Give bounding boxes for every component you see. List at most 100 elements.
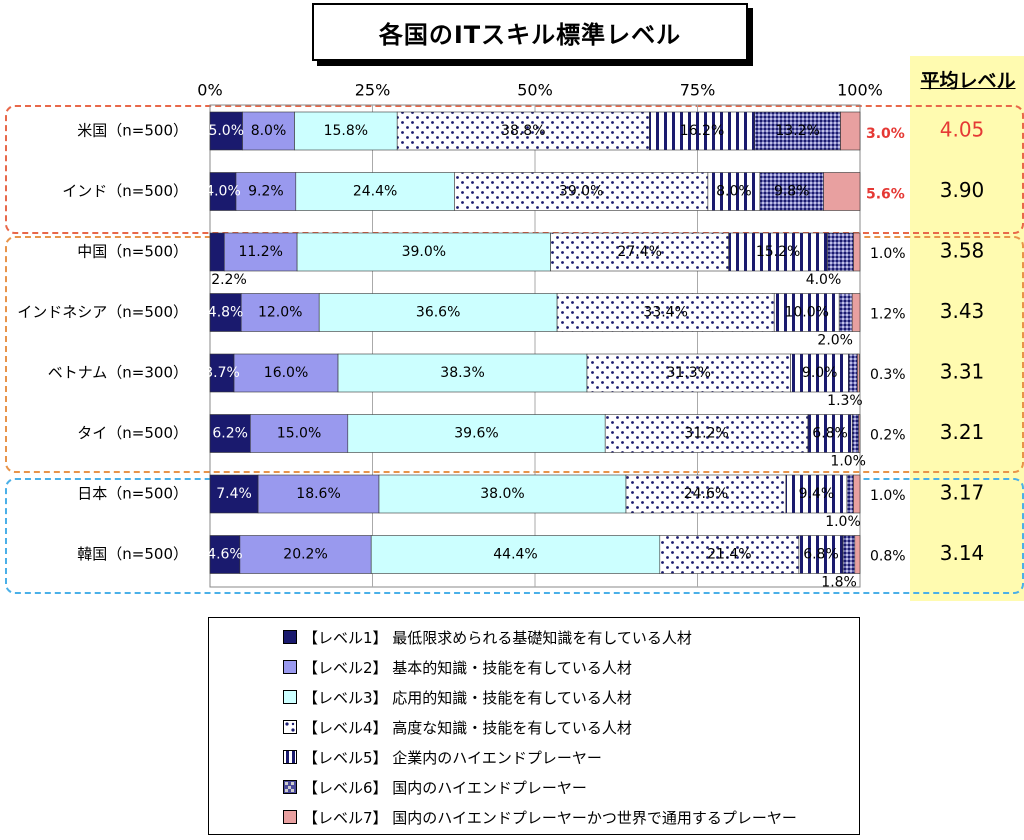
legend-item-l5: 【レベル5】 企業内のハイエンドプレーヤー <box>283 746 602 768</box>
legend-label: 【レベル2】 基本的知識・技能を有している人材 <box>303 658 632 677</box>
data-label: 12.0% <box>258 305 302 321</box>
data-label: 1.3% <box>827 393 863 409</box>
data-label: 3.7% <box>204 365 240 381</box>
bar-segment-level1 <box>209 111 243 151</box>
bar-segment-level3 <box>318 293 558 332</box>
data-label: 6.2% <box>212 426 248 442</box>
bar-segment-level1 <box>209 535 241 574</box>
data-label: 1.0% <box>830 454 866 470</box>
stacked-bar-chart: 0% 25% 50% 75% 100% 米国（n=500） 5.0% 8.0% 15.8% 38.… <box>17 81 985 591</box>
data-label: 2.2% <box>211 272 247 288</box>
bar-segment-level2 <box>224 232 298 272</box>
data-label: 20.2% <box>283 547 327 563</box>
data-label: 24.4% <box>353 184 397 200</box>
bar-segment-level4 <box>604 414 809 453</box>
category-label: インド（n=500） <box>62 182 188 200</box>
bar-segment-level6 <box>842 535 856 574</box>
bar-segment-level6 <box>848 353 858 393</box>
data-label: 5.0% <box>208 123 244 139</box>
data-label: 33.4% <box>643 305 687 321</box>
legend-item-l1: 【レベル1】 最低限求められる基礎知識を有している人材 <box>283 626 692 648</box>
data-label: 9.0% <box>802 365 838 381</box>
data-label: 4.0% <box>806 272 842 288</box>
average-level-value: 3.21 <box>940 420 985 444</box>
bar-segment-level6 <box>851 414 860 453</box>
legend-item-l3: 【レベル3】 応用的知識・技能を有している人材 <box>283 686 632 708</box>
data-label: 4.8% <box>208 305 244 321</box>
bar-segment-level3 <box>294 111 398 151</box>
data-label: 31.3% <box>666 365 710 381</box>
data-label: 36.6% <box>416 305 460 321</box>
data-label: 38.8% <box>501 123 545 139</box>
data-label: 8.0% <box>251 123 287 139</box>
average-level-value: 3.43 <box>940 299 985 323</box>
bar-segment-level3 <box>347 414 606 453</box>
data-label: 13.2% <box>775 123 819 139</box>
data-label: 39.0% <box>559 184 603 200</box>
data-label: 4.6% <box>207 547 243 563</box>
bar-segment-level7 <box>857 353 860 393</box>
data-label: 0.3% <box>870 367 906 383</box>
data-label: 15.8% <box>324 123 368 139</box>
data-label: 9.8% <box>774 184 810 200</box>
legend-swatch-icon <box>283 810 297 824</box>
legend-label: 【レベル6】 国内のハイエンドプレーヤー <box>303 778 587 797</box>
bar-segment-level5 <box>707 172 761 211</box>
bar-segment-level4 <box>625 474 787 514</box>
x-tick-label: 75% <box>680 81 716 100</box>
bar-segment-level4 <box>659 535 800 574</box>
legend-swatch-icon <box>283 630 297 644</box>
bar-segment-level3 <box>296 232 551 272</box>
data-label: 6.8% <box>812 426 848 442</box>
data-label: 1.2% <box>870 307 906 323</box>
x-tick-label: 0% <box>197 81 222 100</box>
average-level-value: 3.31 <box>940 360 985 384</box>
bar-segment-level5 <box>798 535 844 574</box>
data-label: 16.2% <box>680 123 724 139</box>
bar-segment-level1 <box>209 172 237 211</box>
bar-segment-level3 <box>378 474 627 514</box>
category-label: 米国（n=500） <box>77 122 188 140</box>
data-label: 39.6% <box>454 426 498 442</box>
legend-swatch-icon <box>283 720 297 734</box>
data-label: 9.4% <box>799 486 835 502</box>
chart-title: 各国のITスキル標準レベル <box>312 3 748 61</box>
data-label: 0.2% <box>870 428 906 444</box>
data-label: 2.0% <box>817 333 853 349</box>
data-label: 24.6% <box>684 486 728 502</box>
bar-segment-level6 <box>838 293 853 332</box>
data-label: 15.2% <box>756 244 800 260</box>
data-label: 27.4% <box>617 244 661 260</box>
category-label: インドネシア（n=500） <box>17 303 188 321</box>
category-label: 中国（n=500） <box>77 243 188 261</box>
category-label: タイ（n=500） <box>77 424 188 442</box>
x-tick-label: 25% <box>355 81 391 100</box>
bar-segment-level5 <box>728 232 828 272</box>
legend: 【レベル1】 最低限求められる基礎知識を有している人材【レベル2】 基本的知識・… <box>208 617 860 835</box>
bar-segment-level7 <box>851 293 861 332</box>
bar-segment-level7 <box>854 535 861 574</box>
data-label: 4.0% <box>205 184 241 200</box>
bar-segment-level4 <box>556 293 775 332</box>
data-label: 21.4% <box>707 547 751 563</box>
category-label: 韓国（n=500） <box>77 545 188 563</box>
data-label: 38.0% <box>480 486 524 502</box>
data-label: 1.0% <box>870 246 906 262</box>
data-label: 7.4% <box>216 486 252 502</box>
data-label: 16.0% <box>264 365 308 381</box>
bar-segment-level2 <box>235 172 297 211</box>
data-label: 44.4% <box>493 547 537 563</box>
data-label-highlight: 5.6% <box>866 187 905 203</box>
data-label: 9.2% <box>248 184 284 200</box>
data-label: 39.0% <box>402 244 446 260</box>
average-level-header: 平均レベル <box>920 70 1016 92</box>
data-label: 1.8% <box>821 575 857 591</box>
legend-label: 【レベル4】 高度な知識・技能を有している人材 <box>303 718 632 737</box>
bar-segment-level1 <box>209 474 259 514</box>
bar-segment-level4 <box>396 111 650 151</box>
bar-segment-level3 <box>295 172 455 211</box>
bar-segment-level4 <box>586 353 791 393</box>
category-label: ベトナム（n=300） <box>48 364 188 382</box>
bar-segment-level7 <box>840 111 861 151</box>
bar-segment-level7 <box>853 232 861 272</box>
